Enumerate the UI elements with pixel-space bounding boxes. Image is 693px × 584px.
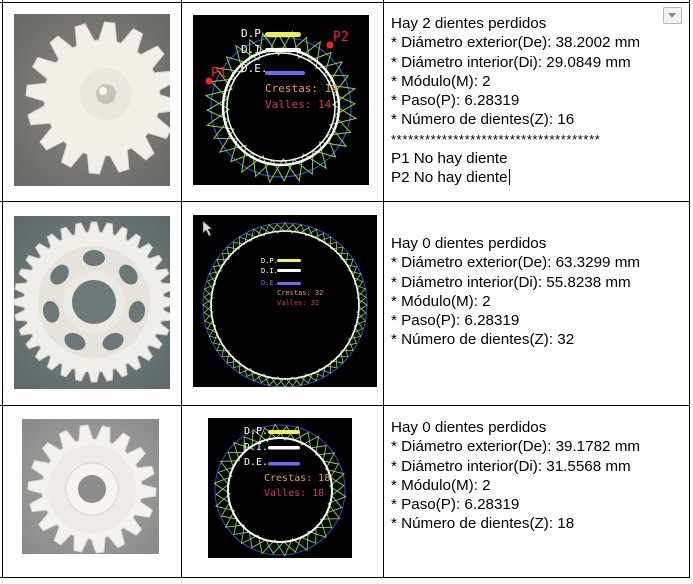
result-line-with-caret: P2 No hay diente — [391, 168, 681, 187]
result-line: * Diámetro exterior(De): 39.1782 mm — [391, 438, 640, 456]
result-line: * Paso(P): 6.28319 — [391, 92, 520, 110]
de-label: D.E. — [241, 62, 268, 75]
result-text-1[interactable]: Hay 2 dientes perdidos * Diámetro exteri… — [391, 14, 681, 188]
gear-spoke-hole — [102, 332, 124, 351]
dp-bar — [265, 32, 301, 37]
di-bar — [268, 446, 300, 450]
result-line: * Módulo(M): 2 — [391, 72, 491, 90]
gear-photo-2 — [14, 216, 170, 389]
gear-scan-1: D.P. D.I. D.E. Crestas: 14 Valles: 14 P2… — [193, 15, 369, 185]
di-label: D.I. — [241, 43, 268, 56]
column-divider — [383, 0, 384, 578]
valles-label: Valles: 14 — [265, 98, 332, 111]
table-border-top — [0, 2, 690, 3]
gear-scan-3: D.P. D.I. D.E. Crestas: 18 Valles: 18 — [208, 418, 352, 558]
missing-tooth-marker-p1 — [205, 77, 213, 85]
di-bar — [265, 48, 301, 52]
de-label: D.E. — [244, 457, 268, 468]
valles-label: Valles: 18 — [264, 488, 324, 499]
result-line: * Módulo(M): 2 — [391, 292, 491, 310]
gear-spoke-hole — [50, 264, 69, 285]
result-line: * Paso(P): 6.28319 — [391, 312, 520, 330]
di-label: D.I. — [244, 442, 268, 453]
gear-spoke-hole — [64, 332, 86, 351]
de-bar — [265, 71, 305, 75]
separator-line: ************************************* — [391, 131, 601, 147]
gear-spoke-hole — [128, 300, 146, 323]
result-line: P2 No hay diente — [391, 169, 508, 187]
result-line: * Diámetro interior(Di): 29.0849 mm — [391, 53, 631, 71]
table-border-right — [689, 0, 690, 578]
gear-spoke-hole — [119, 264, 138, 285]
text-caret — [508, 169, 510, 186]
dp-bar — [277, 259, 301, 262]
gear-spoke-hole — [83, 250, 105, 266]
dp-label: D.P. — [261, 257, 278, 265]
dp-label: D.P. — [241, 27, 268, 40]
result-line: Hay 0 dientes perdidos — [391, 235, 547, 252]
result-line: * Número de dientes(Z): 32 — [391, 331, 575, 349]
dp-bar — [268, 430, 300, 434]
result-line: * Diámetro interior(Di): 55.8238 mm — [391, 273, 631, 291]
crestas-label: Crestas: 18 — [264, 473, 330, 484]
mouse-pointer-icon — [202, 220, 213, 237]
de-bar — [268, 462, 300, 466]
de-label: D.E. — [261, 279, 278, 287]
result-line: * Paso(P): 6.28319 — [391, 496, 520, 514]
p1-label: P1 — [211, 66, 227, 81]
table-border-left — [2, 0, 3, 578]
row-divider — [0, 405, 690, 406]
result-line: * Módulo(M): 2 — [391, 476, 491, 494]
result-text-2[interactable]: Hay 0 dientes perdidos * Diámetro exteri… — [391, 234, 681, 350]
row-divider — [0, 201, 690, 202]
result-text-3[interactable]: Hay 0 dientes perdidos * Diámetro exteri… — [391, 418, 681, 534]
chevron-down-icon[interactable] — [663, 7, 682, 24]
column-divider — [181, 0, 182, 578]
valles-label: Valles: 32 — [277, 299, 319, 307]
result-line: * Diámetro interior(Di): 31.5568 mm — [391, 457, 631, 475]
di-label: D.I. — [261, 267, 278, 275]
de-bar — [277, 282, 301, 285]
gear-scan-2: D.P. D.I. D.E. Crestas: 32 Valles: 32 — [193, 215, 377, 387]
result-line: * Diámetro exterior(De): 63.3299 mm — [391, 254, 640, 272]
result-line: * Número de dientes(Z): 16 — [391, 111, 575, 129]
missing-tooth-marker-p2 — [326, 41, 334, 49]
result-line: Hay 2 dientes perdidos — [391, 15, 547, 32]
crestas-label: Crestas: 32 — [277, 289, 323, 297]
result-line: * Número de dientes(Z): 18 — [391, 515, 575, 533]
result-line: Hay 0 dientes perdidos — [391, 419, 547, 436]
gear-photo-3 — [22, 419, 159, 554]
dp-label: D.P. — [244, 426, 268, 437]
crestas-label: Crestas: 14 — [265, 82, 338, 95]
p2-label: P2 — [333, 30, 349, 45]
gear-photo-1 — [14, 14, 170, 186]
gear-spoke-hole — [42, 300, 60, 323]
result-line: P1 No hay diente — [391, 150, 508, 168]
result-line: * Diámetro exterior(De): 38.2002 mm — [391, 34, 640, 52]
di-bar — [277, 269, 301, 272]
table-border-bottom — [0, 577, 690, 578]
